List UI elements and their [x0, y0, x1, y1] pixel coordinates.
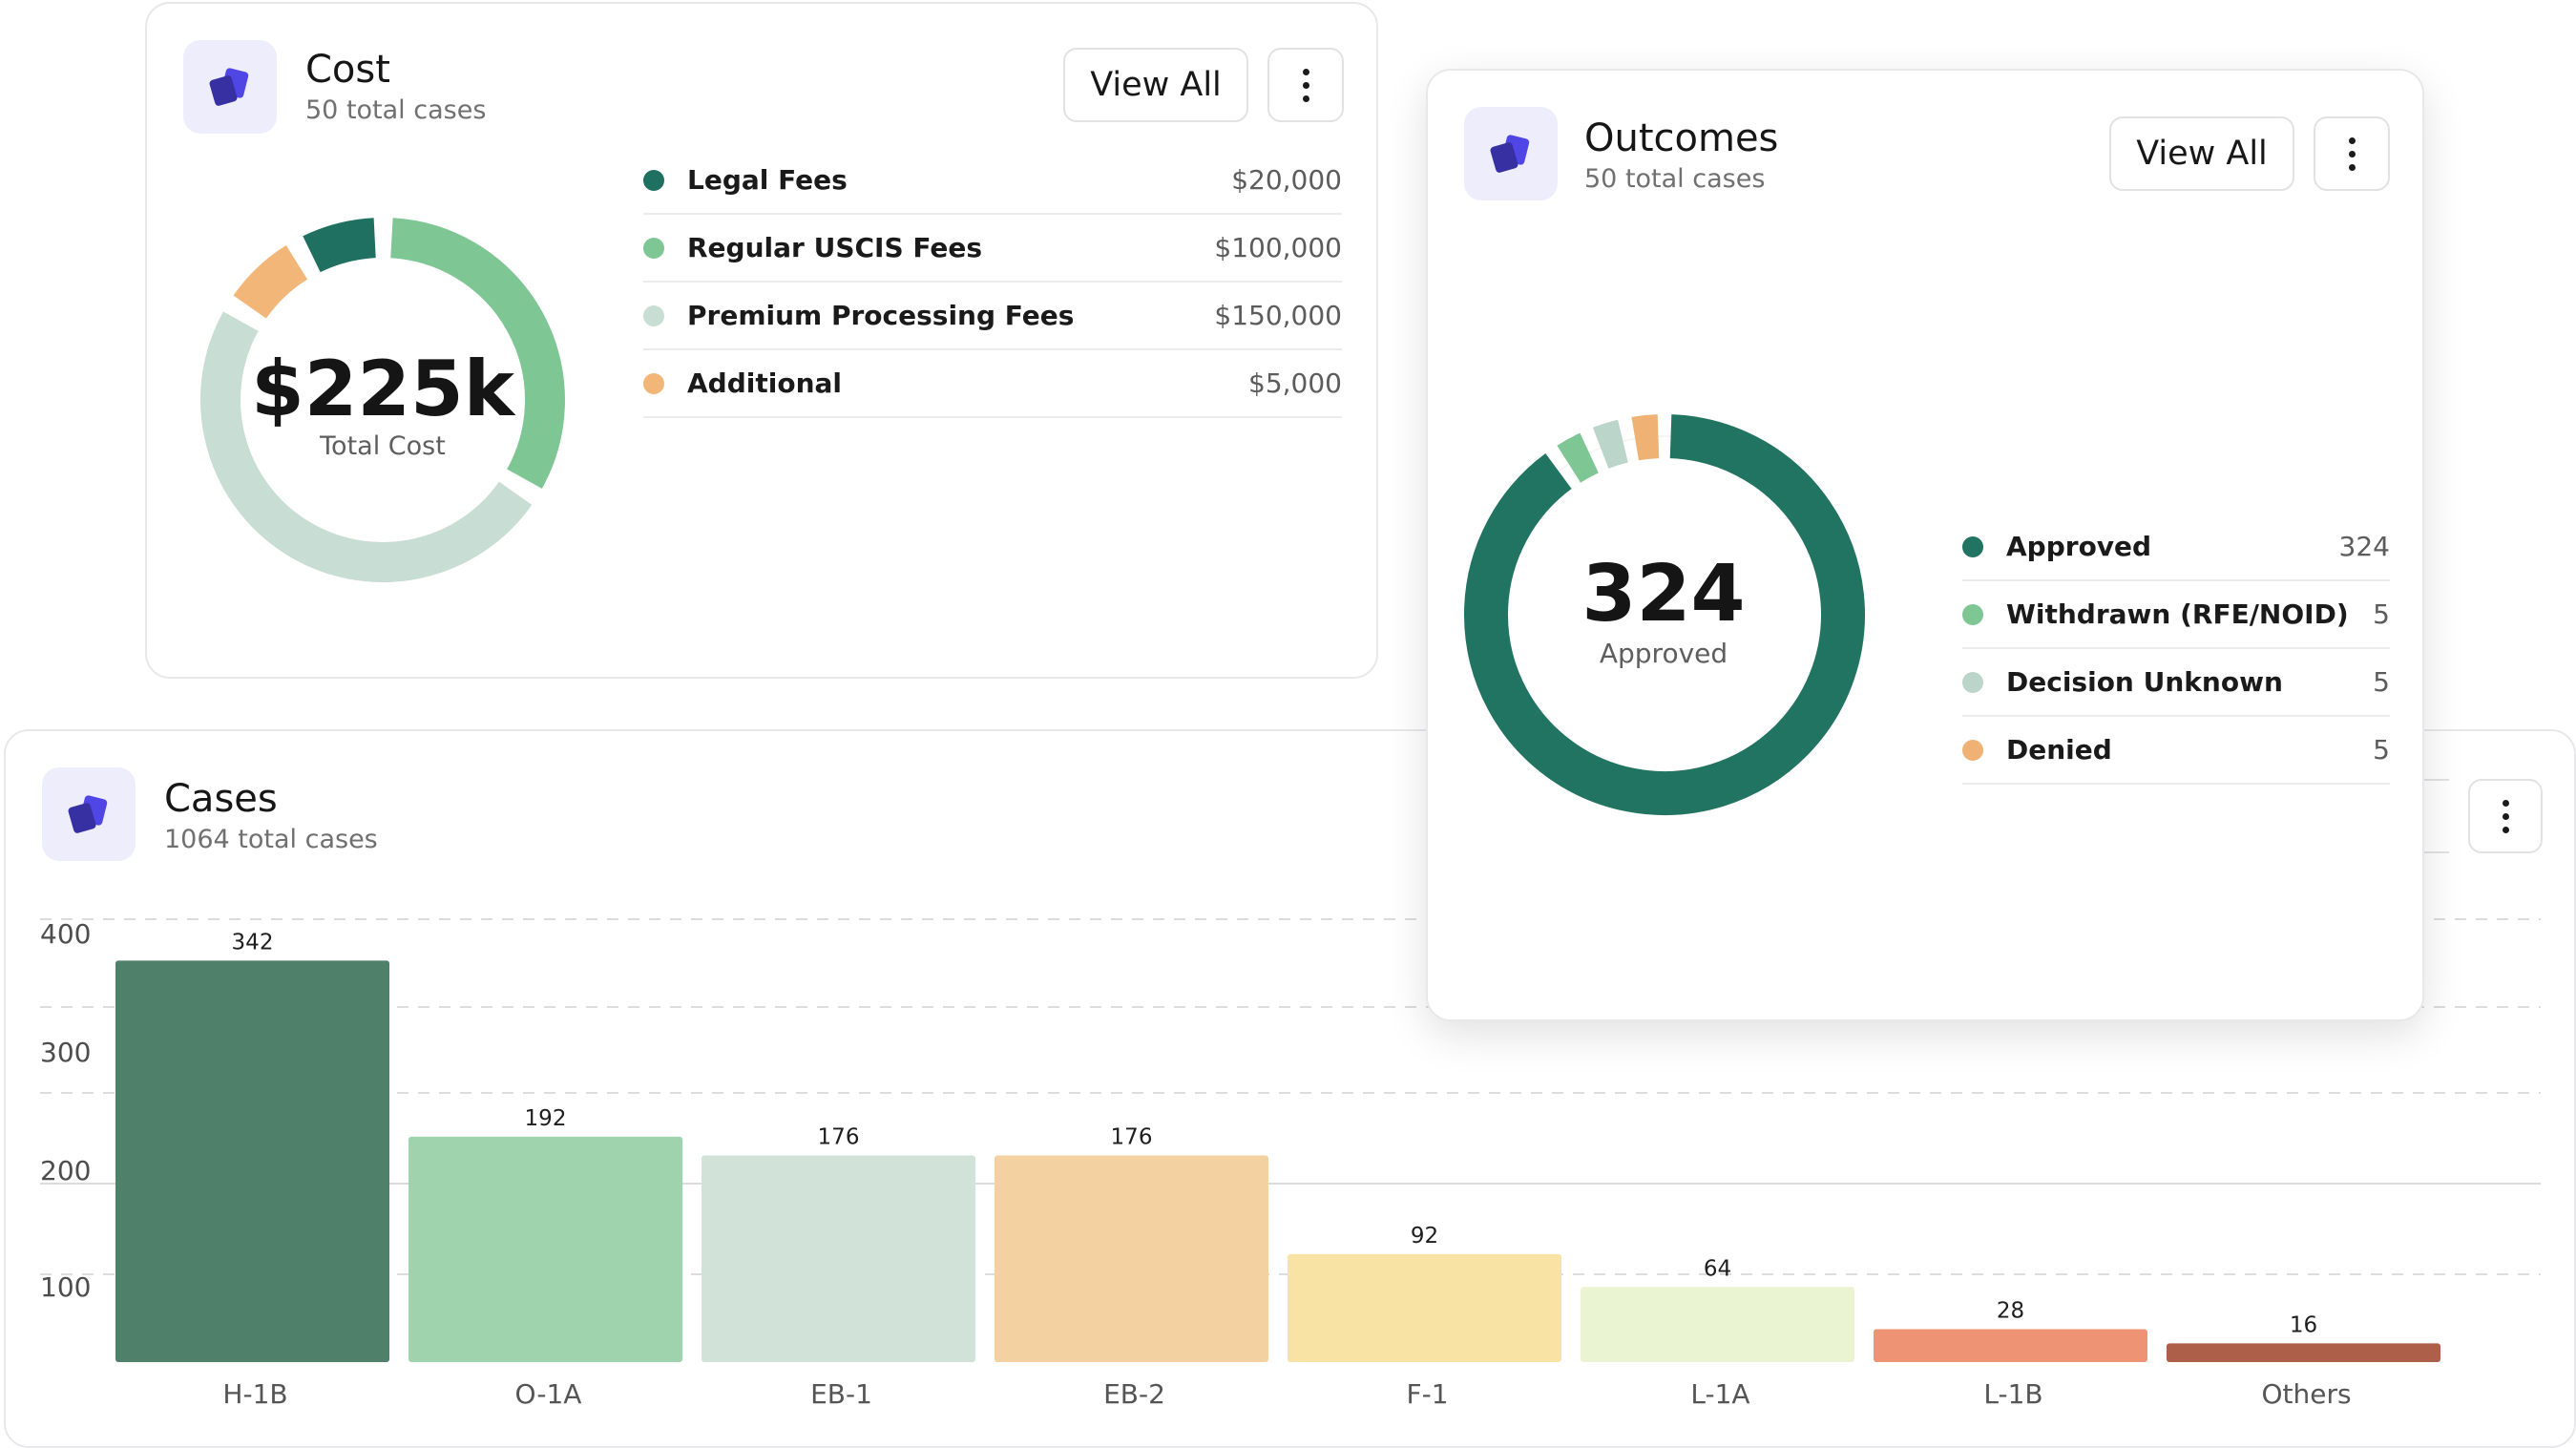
legend-value: 5	[2373, 666, 2390, 698]
x-tick-label: O-1A	[515, 1378, 582, 1410]
legend-label: Approved	[2006, 531, 2152, 562]
x-tick-label: EB-2	[1103, 1378, 1165, 1410]
cost-donut-center: $225k Total Cost	[239, 345, 527, 462]
outcomes-legend-row: Approved 324	[1962, 514, 2390, 581]
outcomes-legend-row: Withdrawn (RFE/NOID) 5	[1962, 581, 2390, 649]
outcomes-slice-denied	[1631, 414, 1660, 461]
outcomes-legend-row: Decision Unknown 5	[1962, 649, 2390, 717]
outcomes-total-label: Approved	[1599, 638, 1728, 669]
legend-value: $20,000	[1231, 164, 1342, 196]
legend-dot	[1962, 603, 1983, 625]
cases-title: Cases	[164, 777, 278, 821]
cost-legend-row: Legal Fees $20,000	[643, 147, 1342, 215]
bar-value-label: 192	[525, 1106, 567, 1131]
legend-dot	[643, 237, 664, 259]
cost-total-value: $225k	[251, 345, 514, 433]
legend-value: $100,000	[1214, 232, 1342, 263]
legend-value: 324	[2338, 531, 2390, 562]
bar-eb-1	[702, 1155, 975, 1362]
outcomes-subtitle: 50 total cases	[1584, 164, 1766, 194]
legend-value: $5,000	[1248, 367, 1342, 399]
cost-card: Cost 50 total cases View All $225k Total…	[145, 2, 1378, 679]
cases-bar-chart: 100 200 300 400 342 H-1B 192 O-1A 176 EB-1 176 EB-2…	[40, 918, 2541, 1410]
legend-value: $150,000	[1214, 300, 1342, 331]
legend-dot	[643, 169, 664, 191]
bar-value-label: 176	[818, 1125, 860, 1150]
y-tick-label: 100	[40, 1271, 91, 1303]
cost-view-all-button[interactable]: View All	[1063, 48, 1248, 122]
legend-label: Denied	[2006, 734, 2112, 766]
cost-more-button[interactable]	[1267, 48, 1344, 122]
legend-value: 5	[2373, 598, 2390, 630]
outcomes-slice-withdrawn-rfe-noid-	[1557, 432, 1600, 483]
legend-dot	[643, 372, 664, 394]
legend-label: Decision Unknown	[2006, 666, 2283, 698]
bar-value-label: 16	[2290, 1312, 2317, 1337]
cost-slice-additional	[233, 245, 308, 320]
cases-more-button[interactable]	[2468, 779, 2543, 853]
legend-dot	[1962, 671, 1983, 693]
bar-value-label: 64	[1704, 1256, 1731, 1281]
outcomes-more-button[interactable]	[2314, 116, 2390, 191]
cost-total-label: Total Cost	[320, 431, 446, 461]
legend-value: 5	[2373, 734, 2390, 766]
cost-donut-chart	[200, 218, 565, 582]
bar-value-label: 342	[232, 930, 274, 955]
outcomes-slice-approved	[1464, 414, 1865, 815]
legend-dot	[1962, 739, 1983, 761]
cost-legend-row: Regular USCIS Fees $100,000	[643, 215, 1342, 283]
bar-others	[2167, 1343, 2440, 1362]
cost-legend-row: Additional $5,000	[643, 350, 1342, 418]
outcomes-app-icon	[1464, 107, 1558, 200]
y-tick-label: 400	[40, 918, 91, 950]
x-tick-label: H-1B	[222, 1378, 287, 1410]
bar-o-1a	[408, 1136, 682, 1362]
cost-slice-regular-uscis-fees	[389, 218, 565, 489]
legend-dot	[1962, 535, 1983, 557]
cost-slice-legal-fees	[303, 218, 377, 273]
outcomes-slice-decision-unknown	[1592, 419, 1629, 469]
x-tick-label: F-1	[1406, 1378, 1448, 1410]
legend-label: Premium Processing Fees	[687, 300, 1075, 331]
outcomes-legend-row: Denied 5	[1962, 717, 2390, 785]
cost-title: Cost	[305, 48, 390, 92]
bar-l-1b	[1874, 1329, 2147, 1362]
outcomes-title: Outcomes	[1584, 116, 1779, 160]
x-tick-label: EB-1	[810, 1378, 872, 1410]
cases-subtitle: 1064 total cases	[164, 825, 378, 854]
x-tick-label: Others	[2261, 1378, 2351, 1410]
bar-f-1	[1288, 1253, 1561, 1362]
y-tick-label: 300	[40, 1037, 91, 1068]
x-tick-label: L-1A	[1690, 1378, 1749, 1410]
outcomes-view-all-button[interactable]: View All	[2109, 116, 2294, 191]
y-tick-label: 200	[40, 1155, 91, 1186]
outcomes-donut-chart	[1464, 414, 1865, 815]
legend-label: Legal Fees	[687, 164, 848, 196]
bar-value-label: 92	[1411, 1224, 1438, 1249]
bar-eb-2	[995, 1155, 1268, 1362]
outcomes-donut-center: 324 Approved	[1519, 549, 1808, 670]
legend-label: Regular USCIS Fees	[687, 232, 982, 263]
cost-legend-row: Premium Processing Fees $150,000	[643, 283, 1342, 350]
outcomes-card: Outcomes 50 total cases View All 324 App…	[1426, 69, 2424, 1021]
cases-app-icon	[42, 767, 136, 861]
x-tick-label: L-1B	[1983, 1378, 2042, 1410]
cost-app-icon	[183, 40, 277, 134]
bar-l-1a	[1581, 1287, 1854, 1362]
legend-label: Additional	[687, 367, 842, 399]
outcomes-total-value: 324	[1581, 549, 1746, 640]
cost-subtitle: 50 total cases	[305, 95, 487, 125]
bar-value-label: 176	[1111, 1125, 1153, 1150]
cost-slice-premium-processing-fees	[200, 311, 533, 582]
bar-h-1b	[115, 960, 389, 1362]
legend-label: Withdrawn (RFE/NOID)	[2006, 598, 2349, 630]
bar-value-label: 28	[1997, 1299, 2024, 1324]
legend-dot	[643, 304, 664, 326]
